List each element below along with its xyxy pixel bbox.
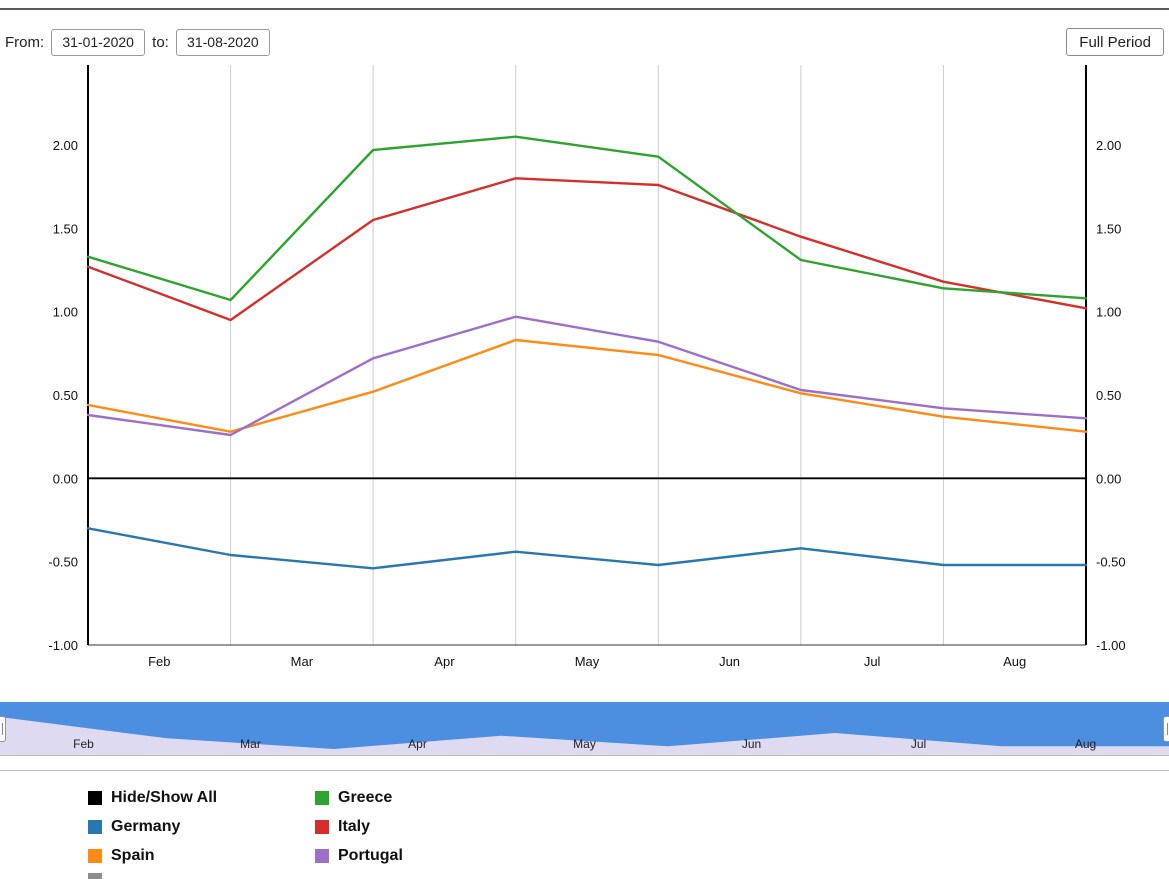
navigator-month-label: Feb [73, 737, 94, 751]
main-line-chart: 2.00 2.00 1.50 1.50 1.00 1.00 0.50 0.50 0.00 0.00… [0, 58, 1169, 680]
navigator-month-label: Apr [408, 737, 427, 751]
navigator-month-label: Aug [1075, 737, 1096, 751]
legend-item-hide-show-all[interactable]: Hide/Show All [88, 787, 315, 808]
x-tick-month: Feb [148, 654, 170, 669]
legend-label-spain: Spain [111, 847, 155, 865]
x-tick-month: Jul [864, 654, 881, 669]
legend-label-hide-show-all: Hide/Show All [111, 789, 217, 807]
legend-swatch-germany [88, 820, 102, 834]
y-tick-left: 0.50 [53, 388, 78, 403]
series-line-portugal [88, 317, 1086, 435]
full-period-button[interactable]: Full Period [1066, 28, 1164, 56]
from-label: From: [5, 34, 44, 51]
y-tick-left: 1.00 [53, 305, 78, 320]
legend-label-portugal: Portugal [338, 847, 403, 865]
top-divider [0, 8, 1169, 10]
bottom-divider [0, 770, 1169, 771]
legend-label-greece: Greece [338, 789, 392, 807]
navigator-month-label: Jun [742, 737, 761, 751]
y-tick-right: 1.50 [1096, 221, 1121, 236]
legend-item-italy[interactable]: Italy [315, 816, 595, 837]
legend-swatch-portugal [315, 849, 329, 863]
legend-label-germany: Germany [111, 818, 180, 836]
legend-item-greece[interactable]: Greece [315, 787, 595, 808]
y-tick-right: -0.50 [1096, 555, 1126, 570]
legend-swatch-spain [88, 849, 102, 863]
x-tick-month: Aug [1003, 654, 1026, 669]
navigator-chart: Feb Mar Apr May Jun Jul Aug [0, 702, 1169, 756]
y-tick-left: 1.50 [53, 221, 78, 236]
from-date-input[interactable] [51, 29, 145, 56]
grip-icon [0, 723, 3, 735]
y-tick-left: -1.00 [48, 638, 78, 653]
x-tick-month: Mar [291, 654, 314, 669]
y-tick-left: 2.00 [53, 138, 78, 153]
x-tick-month: Jun [719, 654, 740, 669]
navigator-month-label: Mar [240, 737, 261, 751]
range-navigator[interactable]: Feb Mar Apr May Jun Jul Aug [0, 702, 1169, 756]
to-date-input[interactable] [176, 29, 270, 56]
legend-item-portugal[interactable]: Portugal [315, 845, 595, 866]
series-line-italy [88, 178, 1086, 320]
x-tick-month: May [575, 654, 600, 669]
y-tick-right: 0.50 [1096, 388, 1121, 403]
series-line-spain [88, 340, 1086, 432]
y-tick-left: -0.50 [48, 555, 78, 570]
y-tick-left: 0.00 [53, 471, 78, 486]
y-tick-right: 0.00 [1096, 471, 1121, 486]
legend-item-germany[interactable]: Germany [88, 816, 315, 837]
y-tick-right: -1.00 [1096, 638, 1126, 653]
chart-legend: Hide/Show All Greece Germany Italy Spain Port… [88, 787, 595, 866]
y-tick-right: 2.00 [1096, 138, 1121, 153]
navigator-right-handle[interactable] [1163, 716, 1169, 742]
legend-swatch-greece [315, 791, 329, 805]
legend-swatch-italy [315, 820, 329, 834]
legend-item-spain[interactable]: Spain [88, 845, 315, 866]
navigator-month-label: May [573, 737, 596, 751]
date-range-controls: From: to: Full Period [5, 27, 1164, 57]
to-label: to: [152, 34, 169, 51]
series-line-greece [88, 137, 1086, 300]
legend-swatch-hide-show-all [88, 791, 102, 805]
navigator-month-label: Jul [911, 737, 926, 751]
y-tick-right: 1.00 [1096, 305, 1121, 320]
legend-partial-swatch [88, 873, 102, 879]
navigator-left-handle[interactable] [0, 716, 6, 742]
x-tick-month: Apr [434, 654, 455, 669]
series-line-germany [88, 528, 1086, 568]
legend-label-italy: Italy [338, 818, 370, 836]
